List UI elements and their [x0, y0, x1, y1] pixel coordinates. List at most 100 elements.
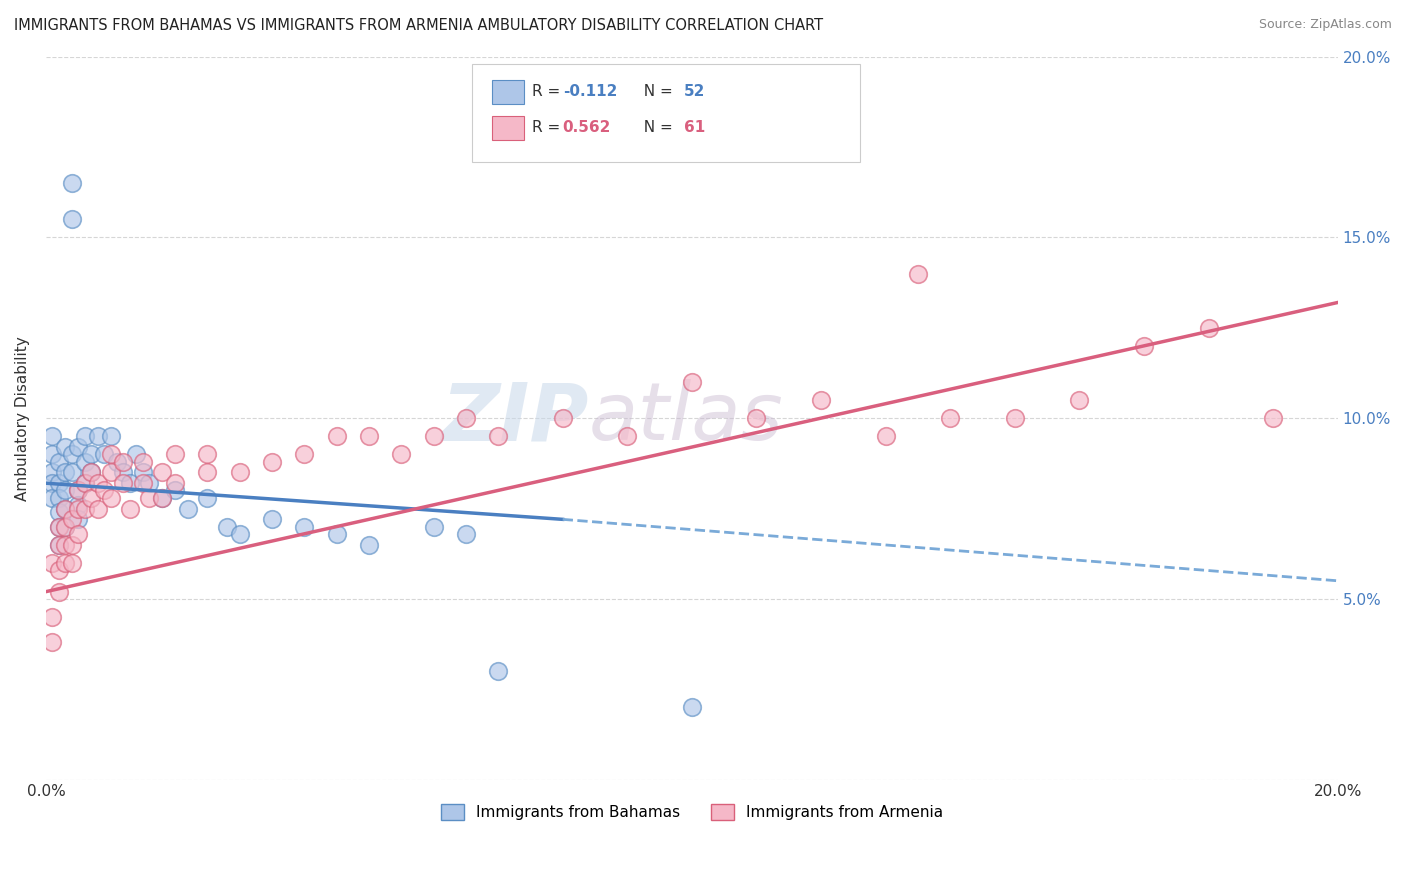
Point: [86, 476, 108, 491]
Point: [67, 483, 90, 498]
Point: [486, 429, 509, 443]
Point: [53, 519, 76, 533]
Point: [150, 491, 173, 505]
Point: [48, 491, 70, 505]
Point: [73, 429, 96, 443]
Point: [86, 429, 108, 443]
Text: R =: R =: [531, 84, 565, 99]
Point: [67, 501, 90, 516]
Point: [132, 476, 155, 491]
Point: [197, 447, 219, 461]
Point: [41, 610, 63, 624]
FancyBboxPatch shape: [472, 64, 860, 161]
Point: [454, 411, 477, 425]
Point: [422, 429, 444, 443]
Point: [73, 476, 96, 491]
Point: [53, 483, 76, 498]
Point: [53, 501, 76, 516]
Point: [80, 466, 103, 480]
Point: [105, 454, 128, 468]
Point: [41, 429, 63, 443]
Point: [53, 519, 76, 533]
Text: ZIP: ZIP: [441, 379, 589, 457]
FancyBboxPatch shape: [492, 79, 524, 103]
Point: [60, 556, 83, 570]
Point: [60, 176, 83, 190]
Point: [93, 447, 115, 461]
Point: [454, 526, 477, 541]
Point: [41, 466, 63, 480]
Point: [60, 512, 83, 526]
Point: [138, 491, 160, 505]
Point: [422, 519, 444, 533]
Text: R =: R =: [531, 120, 565, 135]
Point: [53, 556, 76, 570]
Point: [150, 491, 173, 505]
Point: [53, 501, 76, 516]
Point: [67, 512, 90, 526]
Point: [1004, 411, 1026, 425]
Point: [165, 483, 187, 498]
Point: [260, 454, 283, 468]
Point: [357, 538, 380, 552]
Text: IMMIGRANTS FROM BAHAMAS VS IMMIGRANTS FROM ARMENIA AMBULATORY DISABILITY CORRELA: IMMIGRANTS FROM BAHAMAS VS IMMIGRANTS FR…: [14, 18, 823, 33]
Point: [73, 476, 96, 491]
Point: [86, 501, 108, 516]
Point: [48, 519, 70, 533]
Point: [53, 538, 76, 552]
Point: [112, 476, 135, 491]
Point: [215, 519, 238, 533]
Point: [1133, 339, 1156, 353]
Point: [100, 466, 122, 480]
Point: [681, 700, 703, 714]
Point: [67, 526, 90, 541]
Point: [357, 429, 380, 443]
Point: [150, 466, 173, 480]
Point: [48, 563, 70, 577]
Point: [118, 501, 141, 516]
Point: [138, 476, 160, 491]
Point: [80, 447, 103, 461]
Point: [41, 447, 63, 461]
Point: [60, 447, 83, 461]
Point: [197, 491, 219, 505]
Point: [48, 538, 70, 552]
Text: 52: 52: [685, 84, 706, 99]
Point: [325, 526, 347, 541]
Point: [60, 466, 83, 480]
Point: [80, 466, 103, 480]
Point: [112, 454, 135, 468]
Point: [41, 476, 63, 491]
Point: [907, 267, 929, 281]
Point: [41, 556, 63, 570]
Point: [48, 476, 70, 491]
Text: 0.562: 0.562: [562, 120, 612, 135]
Point: [229, 526, 252, 541]
Point: [616, 429, 638, 443]
Text: N =: N =: [634, 84, 678, 99]
Point: [260, 512, 283, 526]
Point: [118, 476, 141, 491]
Legend: Immigrants from Bahamas, Immigrants from Armenia: Immigrants from Bahamas, Immigrants from…: [434, 798, 949, 826]
Point: [60, 538, 83, 552]
Point: [939, 411, 962, 425]
Point: [1198, 320, 1220, 334]
Point: [48, 505, 70, 519]
Point: [73, 501, 96, 516]
Point: [53, 466, 76, 480]
Point: [486, 664, 509, 678]
Point: [165, 476, 187, 491]
Point: [551, 411, 574, 425]
Point: [229, 466, 252, 480]
Point: [100, 429, 122, 443]
Point: [681, 375, 703, 389]
Point: [41, 491, 63, 505]
Point: [197, 466, 219, 480]
Point: [745, 411, 768, 425]
Point: [165, 447, 187, 461]
Point: [53, 440, 76, 454]
Point: [132, 466, 155, 480]
Text: N =: N =: [634, 120, 678, 135]
Point: [41, 635, 63, 649]
Text: 61: 61: [685, 120, 706, 135]
